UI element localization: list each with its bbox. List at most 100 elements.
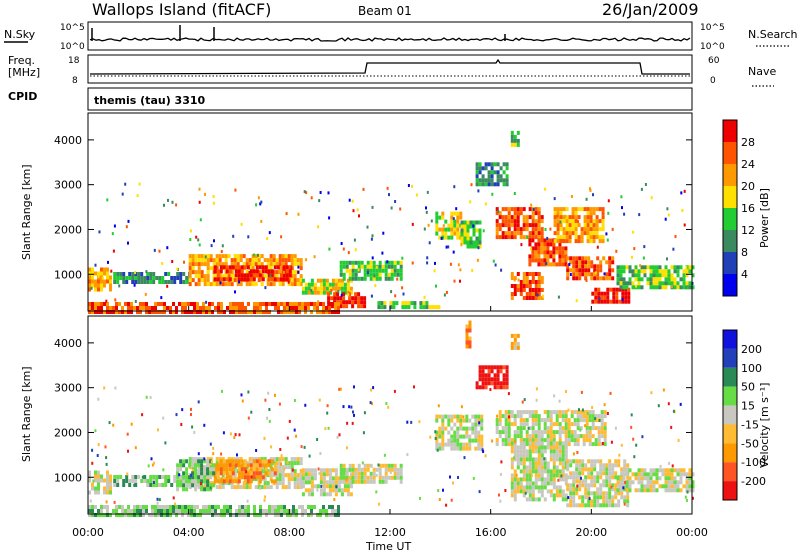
power-cell bbox=[540, 246, 544, 251]
velocity-speckle bbox=[523, 398, 526, 402]
velocity-speckle bbox=[279, 448, 282, 451]
velocity-cell bbox=[549, 441, 553, 446]
velocity-speckle bbox=[513, 456, 516, 460]
velocity-cell bbox=[566, 463, 570, 468]
velocity-cell bbox=[139, 505, 142, 509]
velocity-cell bbox=[652, 484, 656, 489]
velocity-cell bbox=[142, 505, 145, 509]
power-speckle bbox=[134, 271, 137, 275]
velocity-speckle bbox=[308, 454, 311, 458]
velocity-cell bbox=[558, 441, 562, 446]
power-cell bbox=[534, 258, 538, 263]
velocity-cell bbox=[235, 509, 238, 513]
power-cell bbox=[676, 265, 680, 270]
velocity-cell bbox=[602, 499, 606, 504]
velocity-cell bbox=[564, 445, 568, 450]
velocity-cell bbox=[462, 434, 466, 439]
velocity-speckle bbox=[393, 389, 396, 393]
velocity-cell bbox=[151, 513, 154, 517]
power-cell bbox=[202, 310, 205, 314]
velocity-cell bbox=[223, 513, 226, 517]
power-cell bbox=[387, 260, 391, 265]
power-cell bbox=[586, 223, 590, 228]
velocity-cell bbox=[525, 418, 529, 423]
power-cell bbox=[278, 266, 282, 271]
velocity-cell bbox=[100, 474, 103, 479]
velocity-speckle bbox=[323, 480, 326, 484]
power-cell bbox=[404, 305, 408, 310]
power-cell bbox=[597, 291, 601, 296]
power-cell bbox=[149, 272, 153, 276]
power-cell bbox=[175, 306, 178, 310]
power-cell bbox=[401, 301, 405, 306]
velocity-cell bbox=[561, 473, 565, 478]
velocity-speckle bbox=[190, 407, 192, 411]
velocity-cell bbox=[510, 449, 514, 454]
velocity-cell bbox=[246, 471, 250, 476]
power-cell bbox=[395, 301, 399, 306]
velocity-cell bbox=[161, 475, 165, 479]
power-cell bbox=[242, 262, 246, 267]
velocity-cell bbox=[441, 446, 445, 451]
power-cell bbox=[262, 310, 265, 314]
power-speckle bbox=[375, 265, 378, 269]
velocity-speckle bbox=[610, 485, 613, 489]
velocity-cell bbox=[197, 459, 201, 464]
velocity-cell bbox=[185, 471, 189, 476]
power-cell bbox=[328, 282, 332, 287]
velocity-cell bbox=[328, 472, 332, 477]
velocity-cell bbox=[246, 479, 250, 484]
power-cell bbox=[221, 282, 225, 287]
velocity-cell bbox=[614, 503, 618, 508]
velocity-cell bbox=[528, 485, 532, 490]
velocity-cell bbox=[543, 465, 547, 470]
power-cell bbox=[339, 300, 343, 305]
velocity-cell bbox=[229, 505, 232, 509]
velocity-speckle bbox=[267, 391, 270, 395]
power-cell bbox=[396, 260, 400, 265]
power-speckle bbox=[632, 230, 635, 234]
velocity-cell bbox=[570, 422, 574, 427]
power-cell bbox=[194, 262, 198, 267]
power-cell bbox=[348, 300, 352, 305]
power-cell bbox=[247, 310, 250, 314]
power-cell bbox=[236, 254, 240, 259]
velocity-cell bbox=[164, 475, 168, 479]
velocity-cell bbox=[91, 509, 94, 513]
power-cell bbox=[466, 244, 470, 249]
velocity-speckle bbox=[318, 398, 321, 402]
power-cell bbox=[580, 231, 584, 236]
power-cell bbox=[380, 305, 384, 310]
power-cell bbox=[658, 281, 662, 286]
velocity-cell bbox=[369, 471, 373, 476]
power-speckle bbox=[681, 208, 684, 212]
velocity-cell bbox=[567, 430, 571, 435]
power-cell bbox=[499, 166, 503, 171]
velocity-cell bbox=[103, 478, 106, 483]
velocity-cell bbox=[546, 430, 550, 435]
power-cell bbox=[478, 240, 482, 245]
velocity-cell bbox=[280, 509, 283, 513]
velocity-cell bbox=[534, 469, 538, 474]
velocity-cell bbox=[169, 513, 172, 517]
power-cell bbox=[628, 281, 632, 286]
velocity-cell bbox=[286, 513, 289, 517]
power-cell bbox=[574, 223, 578, 228]
power-speckle bbox=[471, 268, 474, 272]
velocity-cell bbox=[528, 453, 532, 458]
velocity-cell bbox=[307, 480, 311, 485]
velocity-speckle bbox=[293, 399, 296, 402]
velocity-cell bbox=[181, 505, 184, 509]
power-cell bbox=[564, 262, 568, 267]
velocity-cell bbox=[284, 485, 288, 490]
power-speckle bbox=[303, 190, 306, 194]
velocity-speckle bbox=[97, 397, 100, 401]
velocity-cell bbox=[233, 473, 237, 478]
power-cell bbox=[245, 282, 249, 287]
power-speckle bbox=[176, 267, 179, 271]
velocity-cell bbox=[679, 468, 683, 473]
velocity-cell bbox=[646, 476, 650, 481]
velocity-cell bbox=[596, 475, 600, 480]
power-cell bbox=[528, 242, 532, 247]
velocity-cell bbox=[564, 497, 568, 502]
